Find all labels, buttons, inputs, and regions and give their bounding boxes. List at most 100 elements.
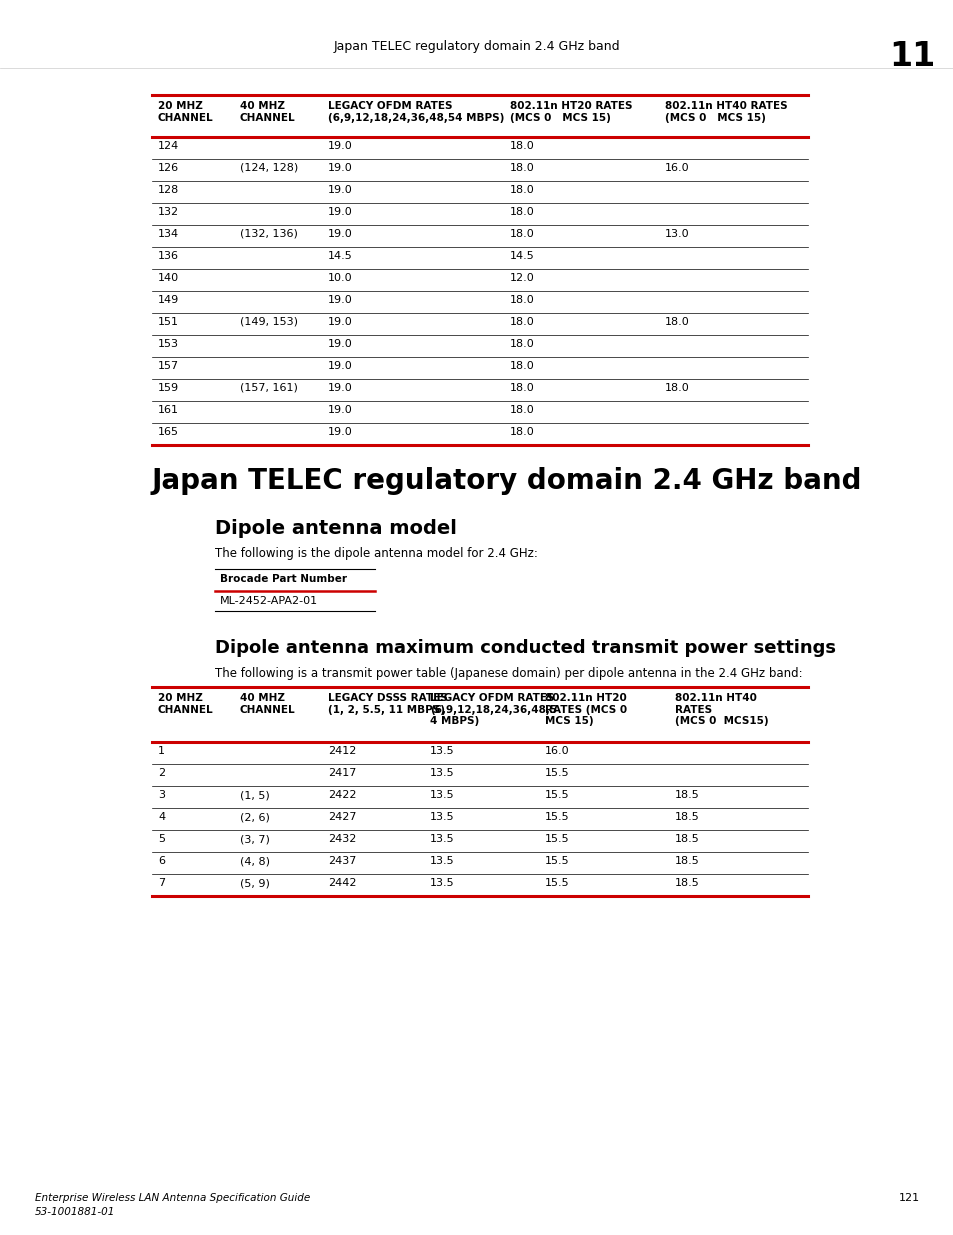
Text: 13.5: 13.5 xyxy=(430,856,455,866)
Text: Enterprise Wireless LAN Antenna Specification Guide: Enterprise Wireless LAN Antenna Specific… xyxy=(35,1193,310,1203)
Text: 18.0: 18.0 xyxy=(510,383,535,393)
Text: 159: 159 xyxy=(158,383,179,393)
Text: 4: 4 xyxy=(158,811,165,823)
Text: 13.5: 13.5 xyxy=(430,790,455,800)
Text: 18.5: 18.5 xyxy=(675,878,699,888)
Text: 15.5: 15.5 xyxy=(544,790,569,800)
Text: 19.0: 19.0 xyxy=(328,185,353,195)
Text: 11: 11 xyxy=(889,40,935,73)
Text: 136: 136 xyxy=(158,251,179,261)
Text: 802.11n HT20 RATES
(MCS 0   MCS 15): 802.11n HT20 RATES (MCS 0 MCS 15) xyxy=(510,101,632,122)
Text: 165: 165 xyxy=(158,427,179,437)
Text: 18.0: 18.0 xyxy=(510,163,535,173)
Text: (157, 161): (157, 161) xyxy=(240,383,297,393)
Text: 2442: 2442 xyxy=(328,878,356,888)
Text: 13.5: 13.5 xyxy=(430,768,455,778)
Text: 2: 2 xyxy=(158,768,165,778)
Text: 18.0: 18.0 xyxy=(510,228,535,240)
Text: 16.0: 16.0 xyxy=(664,163,689,173)
Text: 15.5: 15.5 xyxy=(544,856,569,866)
Text: 2437: 2437 xyxy=(328,856,356,866)
Text: 18.5: 18.5 xyxy=(675,811,699,823)
Text: The following is a transmit power table (Japanese domain) per dipole antenna in : The following is a transmit power table … xyxy=(214,667,801,680)
Text: 13.5: 13.5 xyxy=(430,811,455,823)
Text: (124, 128): (124, 128) xyxy=(240,163,298,173)
Text: (149, 153): (149, 153) xyxy=(240,317,297,327)
Text: 19.0: 19.0 xyxy=(328,383,353,393)
Text: 2412: 2412 xyxy=(328,746,356,756)
Text: 15.5: 15.5 xyxy=(544,878,569,888)
Text: 802.11n HT20
RATES (MCS 0
MCS 15): 802.11n HT20 RATES (MCS 0 MCS 15) xyxy=(544,693,626,726)
Text: 19.0: 19.0 xyxy=(328,163,353,173)
Text: 19.0: 19.0 xyxy=(328,338,353,350)
Text: 18.0: 18.0 xyxy=(510,207,535,217)
Text: 140: 140 xyxy=(158,273,179,283)
Text: (132, 136): (132, 136) xyxy=(240,228,297,240)
Text: 134: 134 xyxy=(158,228,179,240)
Text: 16.0: 16.0 xyxy=(544,746,569,756)
Text: 121: 121 xyxy=(898,1193,919,1203)
Text: 20 MHZ
CHANNEL: 20 MHZ CHANNEL xyxy=(158,101,213,122)
Text: 2427: 2427 xyxy=(328,811,356,823)
Text: 3: 3 xyxy=(158,790,165,800)
Text: Brocade Part Number: Brocade Part Number xyxy=(220,574,347,584)
Text: 7: 7 xyxy=(158,878,165,888)
Text: 10.0: 10.0 xyxy=(328,273,353,283)
Text: 802.11n HT40
RATES
(MCS 0  MCS15): 802.11n HT40 RATES (MCS 0 MCS15) xyxy=(675,693,768,726)
Text: 15.5: 15.5 xyxy=(544,768,569,778)
Text: 18.0: 18.0 xyxy=(510,185,535,195)
Text: Dipole antenna model: Dipole antenna model xyxy=(214,519,456,538)
Text: ML-2452-APA2-01: ML-2452-APA2-01 xyxy=(220,597,317,606)
Text: Japan TELEC regulatory domain 2.4 GHz band: Japan TELEC regulatory domain 2.4 GHz ba… xyxy=(334,40,619,53)
Text: 18.0: 18.0 xyxy=(510,317,535,327)
Text: LEGACY DSSS RATES
(1, 2, 5.5, 11 MBPS): LEGACY DSSS RATES (1, 2, 5.5, 11 MBPS) xyxy=(328,693,447,715)
Text: 13.0: 13.0 xyxy=(664,228,689,240)
Text: 15.5: 15.5 xyxy=(544,811,569,823)
Text: LEGACY OFDM RATES
(6,9,12,18,24,36,48,54 MBPS): LEGACY OFDM RATES (6,9,12,18,24,36,48,54… xyxy=(328,101,504,122)
Text: The following is the dipole antenna model for 2.4 GHz:: The following is the dipole antenna mode… xyxy=(214,547,537,559)
Text: 5: 5 xyxy=(158,834,165,844)
Text: 128: 128 xyxy=(158,185,179,195)
Text: 18.0: 18.0 xyxy=(510,338,535,350)
Text: Japan TELEC regulatory domain 2.4 GHz band: Japan TELEC regulatory domain 2.4 GHz ba… xyxy=(152,467,862,495)
Text: 14.5: 14.5 xyxy=(510,251,535,261)
Text: 18.0: 18.0 xyxy=(510,361,535,370)
Text: 13.5: 13.5 xyxy=(430,834,455,844)
Text: 6: 6 xyxy=(158,856,165,866)
Text: 18.0: 18.0 xyxy=(664,317,689,327)
Text: 40 MHZ
CHANNEL: 40 MHZ CHANNEL xyxy=(240,101,295,122)
Text: (2, 6): (2, 6) xyxy=(240,811,270,823)
Text: 161: 161 xyxy=(158,405,179,415)
Text: 19.0: 19.0 xyxy=(328,317,353,327)
Text: 18.0: 18.0 xyxy=(510,295,535,305)
Text: (3, 7): (3, 7) xyxy=(240,834,270,844)
Text: 18.5: 18.5 xyxy=(675,834,699,844)
Text: 149: 149 xyxy=(158,295,179,305)
Text: 157: 157 xyxy=(158,361,179,370)
Text: 19.0: 19.0 xyxy=(328,295,353,305)
Text: 19.0: 19.0 xyxy=(328,405,353,415)
Text: 40 MHZ
CHANNEL: 40 MHZ CHANNEL xyxy=(240,693,295,715)
Text: 153: 153 xyxy=(158,338,179,350)
Text: 802.11n HT40 RATES
(MCS 0   MCS 15): 802.11n HT40 RATES (MCS 0 MCS 15) xyxy=(664,101,787,122)
Text: 15.5: 15.5 xyxy=(544,834,569,844)
Text: (1, 5): (1, 5) xyxy=(240,790,270,800)
Text: (5, 9): (5, 9) xyxy=(240,878,270,888)
Text: 132: 132 xyxy=(158,207,179,217)
Text: 126: 126 xyxy=(158,163,179,173)
Text: (4, 8): (4, 8) xyxy=(240,856,270,866)
Text: 13.5: 13.5 xyxy=(430,878,455,888)
Text: 19.0: 19.0 xyxy=(328,228,353,240)
Text: 18.0: 18.0 xyxy=(664,383,689,393)
Text: 124: 124 xyxy=(158,141,179,151)
Text: 53-1001881-01: 53-1001881-01 xyxy=(35,1207,115,1216)
Text: 1: 1 xyxy=(158,746,165,756)
Text: 151: 151 xyxy=(158,317,179,327)
Text: 2432: 2432 xyxy=(328,834,356,844)
Text: 18.5: 18.5 xyxy=(675,856,699,866)
Text: Dipole antenna maximum conducted transmit power settings: Dipole antenna maximum conducted transmi… xyxy=(214,638,835,657)
Text: 18.5: 18.5 xyxy=(675,790,699,800)
Text: 13.5: 13.5 xyxy=(430,746,455,756)
Text: 18.0: 18.0 xyxy=(510,405,535,415)
Text: 19.0: 19.0 xyxy=(328,141,353,151)
